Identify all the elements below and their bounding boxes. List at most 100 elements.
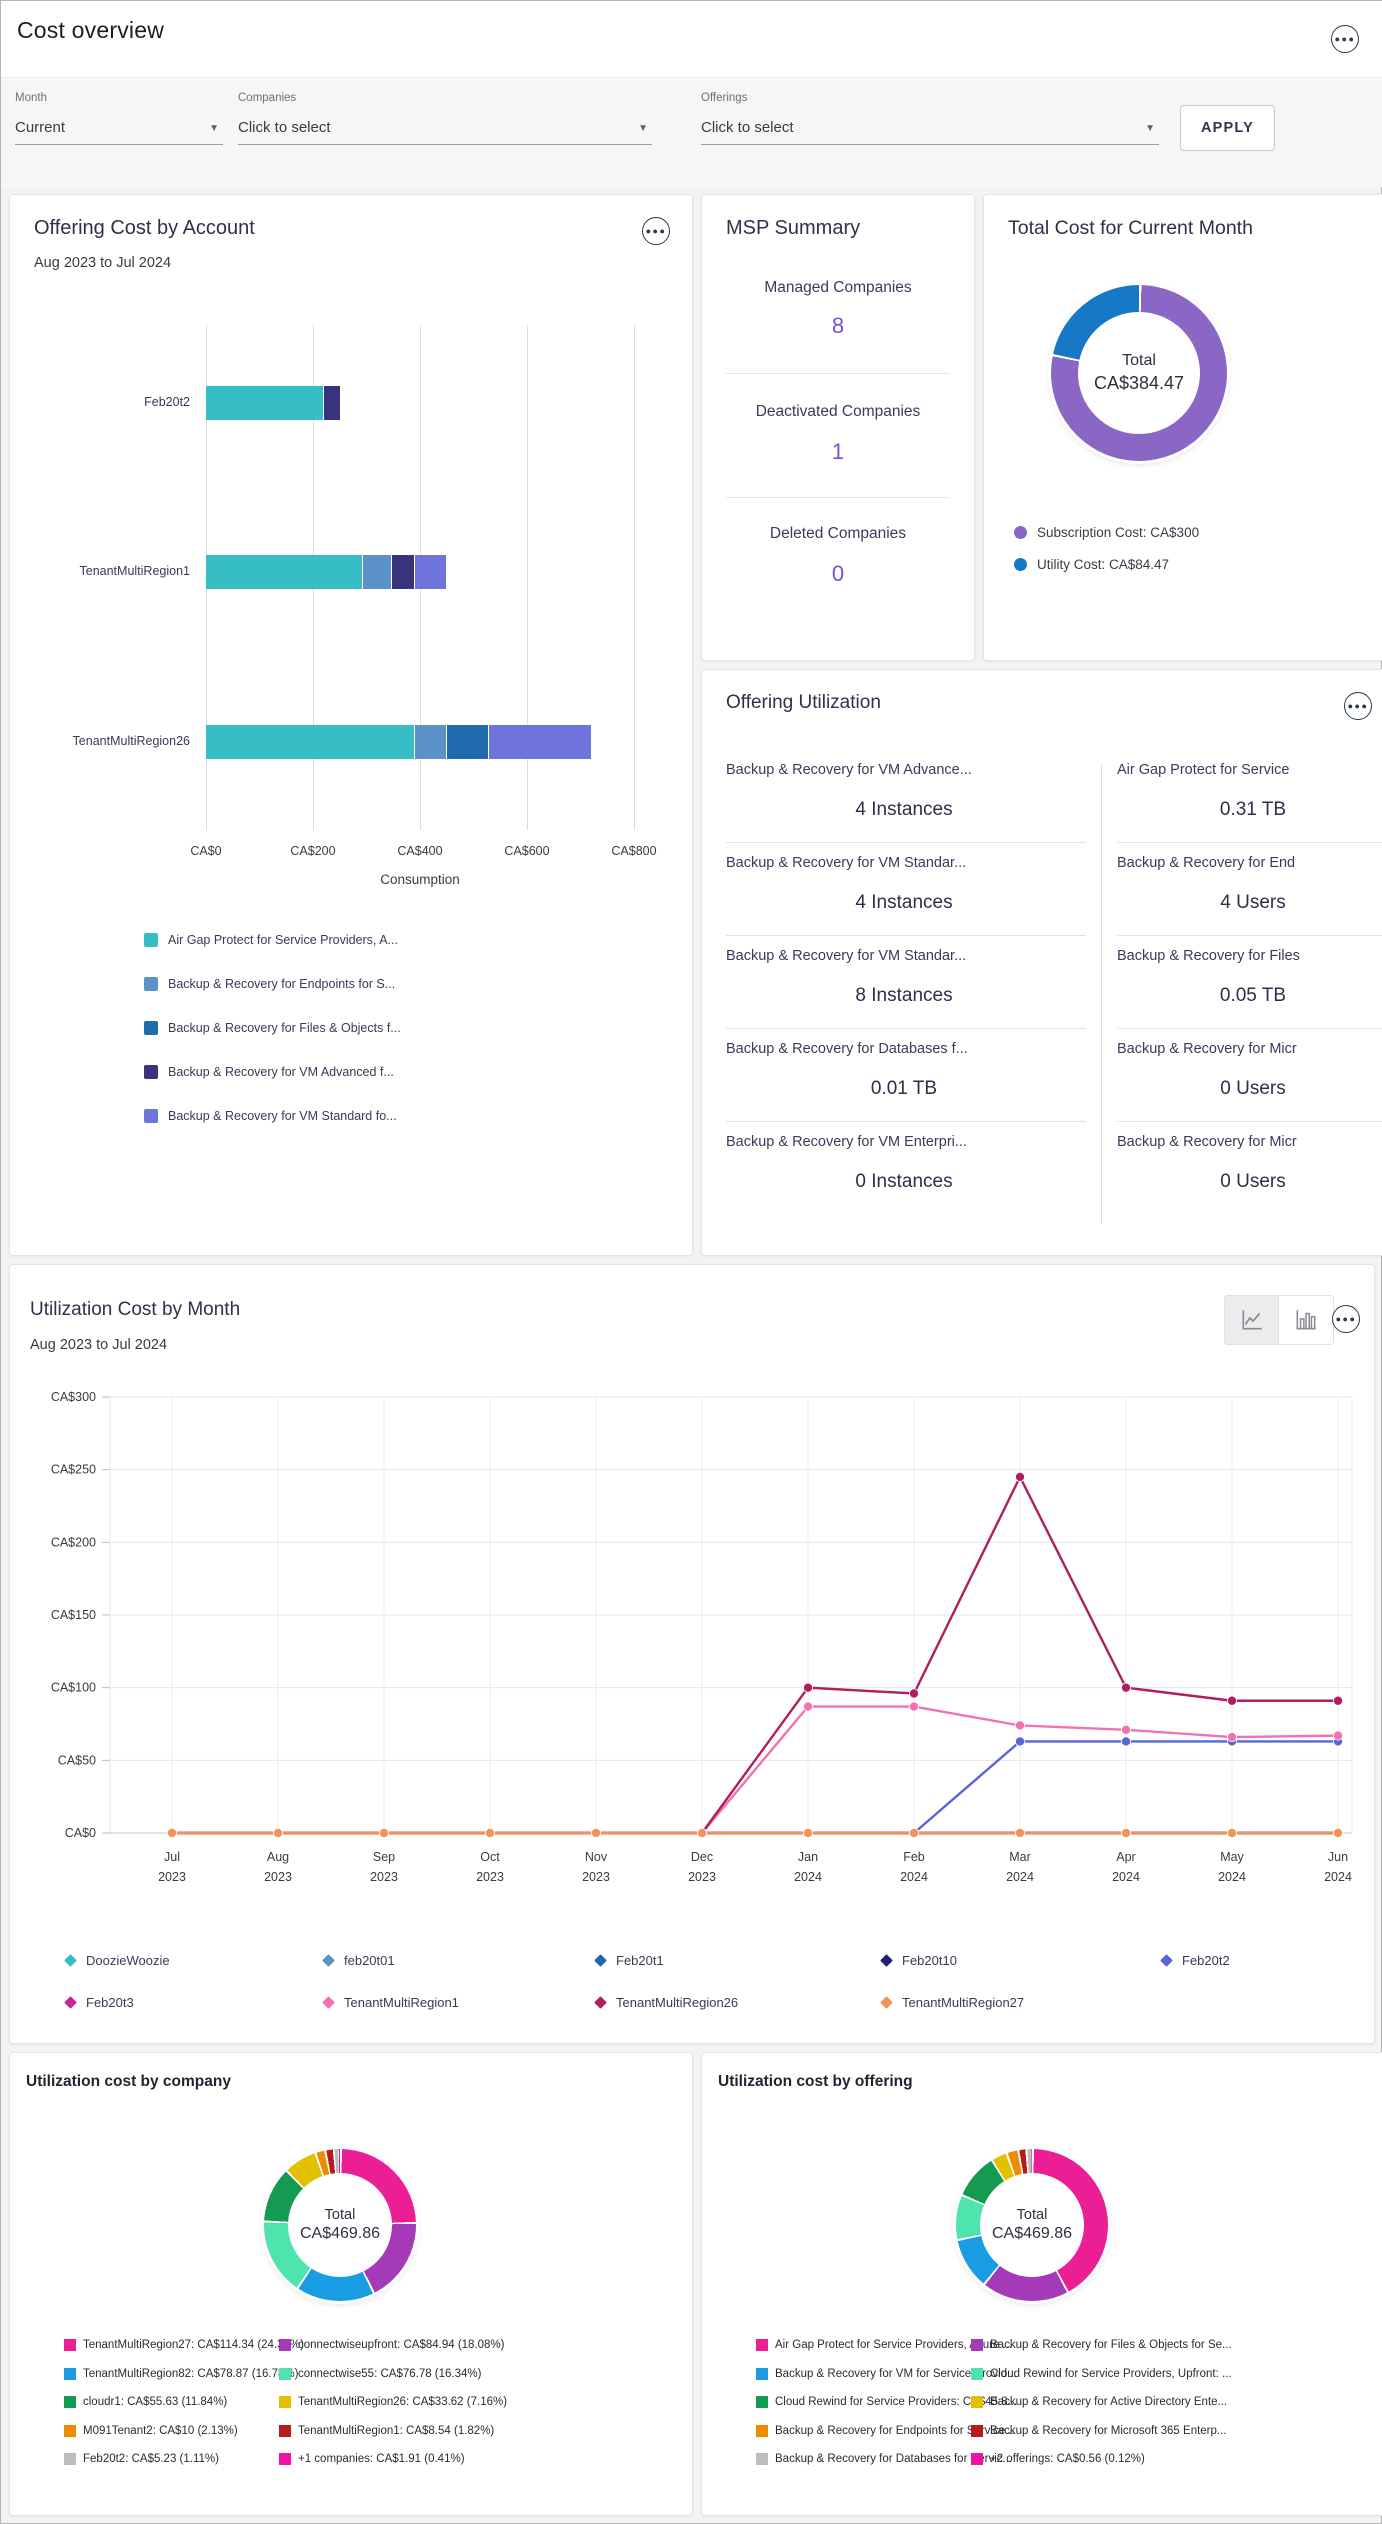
utilization-month-menu-button[interactable]: ●●●	[1332, 1305, 1360, 1333]
bar-chart-toggle-button[interactable]	[1279, 1296, 1333, 1344]
companies-select[interactable]: Click to select ▼	[238, 113, 652, 145]
donut-legend-item[interactable]: Cloud Rewind for Service Providers: CA$4…	[756, 2396, 1017, 2408]
offering-utilization-menu-button[interactable]: ●●●	[1344, 692, 1372, 720]
utilization-offering-label: Air Gap Protect for Service	[1117, 762, 1290, 778]
bar-segment[interactable]	[414, 724, 448, 759]
line-chart-toggle-button[interactable]	[1225, 1296, 1279, 1344]
offerings-select[interactable]: Click to select ▼	[701, 113, 1159, 145]
bar-x-tick: CA$400	[397, 844, 443, 858]
donut-legend-item[interactable]: Air Gap Protect for Service Providers, A…	[756, 2339, 1012, 2351]
month-select[interactable]: Current ▼	[15, 113, 223, 145]
legend-label: Backup & Recovery for VM for Service Pro…	[775, 2367, 1017, 2380]
bar-category-label: TenantMultiRegion1	[79, 564, 191, 579]
line-legend-item[interactable]: TenantMultiRegion1	[322, 1995, 459, 2010]
donut-legend-item[interactable]: Cloud Rewind for Service Providers, Upfr…	[971, 2367, 1232, 2380]
msp-item-value[interactable]: 8	[831, 313, 845, 338]
bar-legend-item[interactable]: Backup & Recovery for Endpoints for S...	[144, 977, 395, 991]
msp-item-value[interactable]: 1	[831, 439, 845, 464]
page-menu-button[interactable]: ●●●	[1331, 25, 1359, 53]
apply-button[interactable]: APPLY	[1180, 105, 1275, 151]
legend-label: Backup & Recovery for VM Advanced f...	[168, 1065, 394, 1079]
donut-legend-item[interactable]: M091Tenant2: CA$10 (2.13%)	[64, 2424, 238, 2437]
ellipsis-icon: ●●●	[1335, 1314, 1357, 1324]
line-legend-item[interactable]: feb20t01	[322, 1953, 395, 1968]
bar-x-tick: CA$0	[190, 844, 222, 858]
bar-category-label: TenantMultiRegion26	[72, 733, 190, 748]
donut-legend-item[interactable]: +2 offerings: CA$0.56 (0.12%)	[971, 2453, 1145, 2465]
legend-label: Feb20t3	[86, 1995, 134, 2010]
legend-swatch-icon	[64, 2339, 76, 2351]
bar-segment[interactable]	[206, 386, 324, 421]
donut-legend-item[interactable]: Backup & Recovery for Files & Objects fo…	[971, 2339, 1232, 2351]
line-legend-item[interactable]: Feb20t10	[880, 1953, 957, 1968]
data-point	[909, 1701, 920, 1712]
donut-legend-item[interactable]: Backup & Recovery for Active Directory E…	[971, 2396, 1227, 2408]
offering-cost-menu-button[interactable]: ●●●	[642, 217, 670, 245]
line-legend-item[interactable]: Feb20t3	[64, 1995, 134, 2010]
donut-legend-item[interactable]: Backup & Recovery for Microsoft 365 Ente…	[971, 2424, 1227, 2437]
donut-legend-item[interactable]: Feb20t2: CA$5.23 (1.11%)	[64, 2453, 219, 2465]
bar-legend-item[interactable]: Backup & Recovery for VM Standard fo...	[144, 1109, 397, 1123]
bar-segment[interactable]	[363, 555, 393, 590]
utilization-month-title: Utilization Cost by Month	[30, 1299, 241, 1320]
data-point	[1015, 1471, 1026, 1482]
line-legend-item[interactable]: Feb20t1	[594, 1953, 664, 1968]
data-point	[1333, 1730, 1344, 1741]
total-cost-legend-item[interactable]: Subscription Cost: CA$300	[1014, 525, 1199, 540]
line-legend-item[interactable]: TenantMultiRegion26	[594, 1995, 739, 2010]
bar-segment[interactable]	[489, 724, 592, 759]
donut-legend-item[interactable]: connectwiseupfront: CA$84.94 (18.08%)	[279, 2339, 504, 2351]
divider	[1101, 764, 1102, 1224]
legend-label: TenantMultiRegion26	[616, 1995, 739, 2010]
series-line	[172, 1705, 1339, 1835]
x-tick-label: Jul 2023	[158, 1850, 186, 1884]
bar-legend-item[interactable]: Air Gap Protect for Service Providers, A…	[144, 933, 398, 947]
donut-legend-item[interactable]: Backup & Recovery for Endpoints for Serv…	[756, 2424, 1015, 2437]
donut-legend-item[interactable]: TenantMultiRegion27: CA$114.34 (24.33%)	[64, 2339, 304, 2351]
bar-segment[interactable]	[447, 724, 489, 759]
line-legend-item[interactable]: Feb20t2	[1160, 1953, 1230, 1968]
donut-legend-item[interactable]: TenantMultiRegion26: CA$33.62 (7.16%)	[279, 2396, 507, 2408]
ellipsis-icon: ●●●	[1347, 701, 1369, 711]
legend-label: Utility Cost: CA$84.47	[1037, 557, 1170, 572]
utilization-offering-value: 0.01 TB	[870, 1078, 938, 1099]
divider	[726, 373, 950, 374]
data-point	[484, 1827, 495, 1838]
legend-label: Backup & Recovery for Endpoints for S...	[168, 977, 396, 991]
bar-segment[interactable]	[206, 724, 415, 759]
utilization-month-line-chart[interactable]: CA$0 CA$50 CA$100 CA$150 CA$200 CA$250 CA$300 J…	[22, 1383, 1362, 1903]
data-point	[1015, 1736, 1026, 1747]
total_cost_current_month-donut-center: Total CA$384.47	[1078, 312, 1200, 434]
donut-legend-item[interactable]: +1 companies: CA$1.91 (0.41%)	[279, 2453, 465, 2465]
utilization-by-company-title: Utilization cost by company	[26, 2073, 231, 2090]
x-tick-label: Mar 2024	[1006, 1850, 1034, 1884]
offering-cost-bar-chart: CA$0 CA$200 CA$400 CA$600 CA$800 Consumption F…	[10, 195, 692, 1255]
utilization-offering-label: Backup & Recovery for End	[1117, 855, 1296, 871]
donut-legend-item[interactable]: connectwise55: CA$76.78 (16.34%)	[279, 2367, 481, 2380]
bar-chart-icon	[1296, 1310, 1316, 1330]
donut-legend-item[interactable]: Backup & Recovery for Databases for Serv…	[756, 2453, 1012, 2465]
line-legend-item[interactable]: DoozieWoozie	[64, 1953, 170, 1968]
utilization-offering-value: 0 Users	[1220, 1171, 1286, 1192]
msp-item-value[interactable]: 0	[831, 561, 845, 586]
bar-segment[interactable]	[414, 555, 448, 590]
donut-legend-item[interactable]: Backup & Recovery for VM for Service Pro…	[756, 2367, 1017, 2380]
bar-segment[interactable]	[392, 555, 415, 590]
total-cost-legend-item[interactable]: Utility Cost: CA$84.47	[1014, 557, 1169, 572]
legend-swatch-icon	[64, 2424, 76, 2437]
legend-diamond-icon	[64, 1954, 77, 1967]
bar-segment[interactable]	[206, 555, 364, 590]
data-point	[1015, 1720, 1026, 1731]
donut-legend-item[interactable]: cloudr1: CA$55.63 (11.84%)	[64, 2396, 227, 2408]
line-legend-item[interactable]: TenantMultiRegion27	[880, 1995, 1024, 2010]
data-point	[803, 1701, 814, 1712]
legend-label: Cloud Rewind for Service Providers: CA$4…	[775, 2396, 1018, 2408]
data-point	[272, 1827, 283, 1838]
page-title: Cost overview	[17, 17, 165, 43]
donut-legend-item[interactable]: TenantMultiRegion82: CA$78.87 (16.78%)	[64, 2367, 298, 2380]
bar-segment[interactable]	[323, 386, 341, 421]
bar-legend-item[interactable]: Backup & Recovery for VM Advanced f...	[144, 1065, 394, 1079]
utilization-offering-label: Backup & Recovery for VM Standar...	[726, 855, 967, 871]
donut-legend-item[interactable]: TenantMultiRegion1: CA$8.54 (1.82%)	[279, 2424, 494, 2437]
bar-legend-item[interactable]: Backup & Recovery for Files & Objects f.…	[144, 1021, 401, 1035]
